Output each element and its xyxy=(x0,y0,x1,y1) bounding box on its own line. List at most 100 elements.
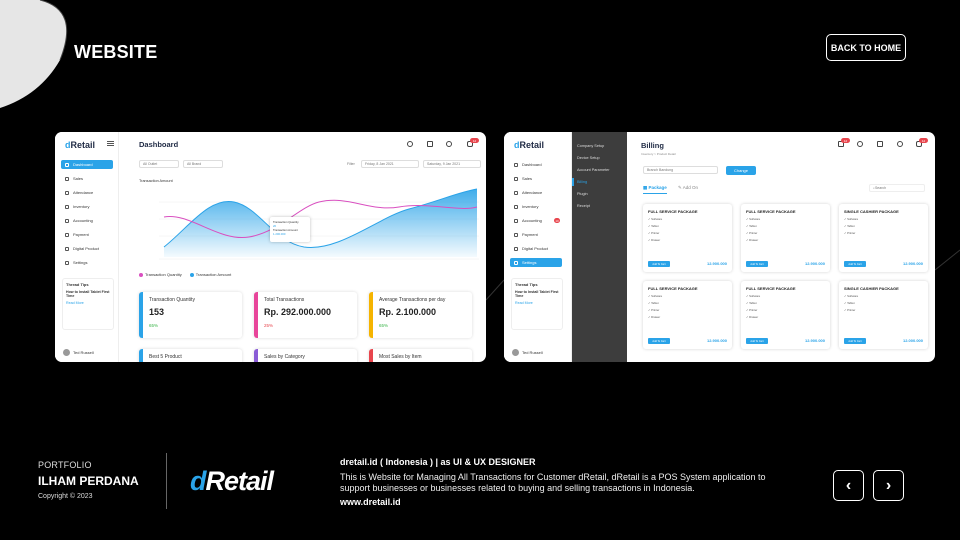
nav-inventory[interactable]: Inventory xyxy=(510,202,562,211)
project-url[interactable]: www.dretail.id xyxy=(340,497,401,507)
designer-name: ILHAM PERDANA xyxy=(38,474,139,488)
nav-attendance[interactable]: Attendance xyxy=(510,188,562,197)
date-to-select[interactable]: Saturday, 9 Jan 2021 xyxy=(423,160,481,168)
chevron-right-icon: › xyxy=(885,476,892,494)
add-to-cart-button[interactable]: Add To Cart xyxy=(844,261,866,267)
add-to-cart-button[interactable]: Add To Cart xyxy=(746,261,768,267)
notification-badge: 12 xyxy=(470,138,479,143)
nav-digital-product[interactable]: Digital Product xyxy=(510,244,562,253)
help-icon[interactable] xyxy=(897,141,903,147)
read-more-link[interactable]: Read More xyxy=(515,301,533,305)
add-to-cart-button[interactable]: Add To Cart xyxy=(648,338,670,344)
billing-title: Billing xyxy=(641,141,664,150)
project-headline: dretail.id ( Indonesia ) | as UI & UX DE… xyxy=(340,457,536,467)
nav-dashboard[interactable]: Dashboard xyxy=(510,160,562,169)
nav-settings[interactable]: Settings xyxy=(61,258,113,267)
brand-select[interactable]: All Brand xyxy=(183,160,223,168)
add-to-cart-button[interactable]: Add To Cart xyxy=(648,261,670,267)
nav-settings[interactable]: Settings xyxy=(510,258,562,267)
thread-tips-card: Thread Tips How to Install Tablet First … xyxy=(62,278,114,330)
previous-button[interactable]: ‹ xyxy=(833,470,864,501)
corner-line xyxy=(39,0,68,61)
filter-label: Filter xyxy=(347,162,355,166)
nav-accounting[interactable]: Accounting xyxy=(61,216,113,225)
nav-digital-product[interactable]: Digital Product xyxy=(61,244,113,253)
tab-underline xyxy=(643,193,667,194)
tab-add-on[interactable]: ✎ Add On xyxy=(678,185,699,190)
user-profile[interactable]: Ted Russell xyxy=(512,349,543,356)
subnav-billing[interactable]: Billing xyxy=(577,180,588,184)
nav-accounting[interactable]: Accounting xyxy=(510,216,562,225)
most-sales-card: Most Sales by Item xyxy=(369,349,472,362)
add-to-cart-button[interactable]: Add To Cart xyxy=(746,338,768,344)
package-card[interactable]: SINGLE CASHIER PACKAGE ✓ Software ✓ Table… xyxy=(839,204,928,272)
legend-quantity: Transaction Quantity xyxy=(139,272,182,277)
quantity-line xyxy=(163,199,478,239)
nav-sales[interactable]: Sales xyxy=(510,174,562,183)
nav-inventory[interactable]: Inventory xyxy=(61,202,113,211)
breadcrumb: Inventory > Product Detail xyxy=(641,152,676,156)
menu-icon[interactable] xyxy=(107,141,114,146)
portfolio-label: PORTFOLIO xyxy=(38,460,92,470)
inventory-icon xyxy=(65,204,69,209)
subnav-receipt[interactable]: Receipt xyxy=(577,204,590,208)
nav-sales[interactable]: Sales xyxy=(61,174,113,183)
attendance-icon xyxy=(65,190,69,195)
branch-select[interactable]: Branch Bandung xyxy=(643,166,718,174)
deco-line xyxy=(934,249,960,271)
nav-badge: 10 xyxy=(554,218,560,223)
tab-package[interactable]: ▦ Package xyxy=(643,185,667,190)
help-icon[interactable] xyxy=(446,141,452,147)
package-card[interactable]: SINGLE CASHIER PACKAGE ✓ Software ✓ Table… xyxy=(839,281,928,349)
subnav-plugin[interactable]: Plugin xyxy=(577,192,588,196)
avatar xyxy=(63,349,70,356)
read-more-link[interactable]: Read More xyxy=(66,301,84,305)
search-icon[interactable] xyxy=(857,141,863,147)
apps-icon[interactable] xyxy=(877,141,883,147)
dashboard-screenshot: dRetail Dashboard Sales Attendance Inven… xyxy=(55,132,486,362)
subnav-device-setup[interactable]: Device Setup xyxy=(577,156,600,160)
subnav-account-parameter[interactable]: Account Parameter xyxy=(577,168,610,172)
add-to-cart-button[interactable]: Add To Cart xyxy=(844,338,866,344)
nav-dashboard[interactable]: Dashboard xyxy=(61,160,113,169)
search-icon[interactable] xyxy=(407,141,413,147)
subnav-company-setup[interactable]: Company Setup xyxy=(577,144,605,148)
nav-attendance[interactable]: Attendance xyxy=(61,188,113,197)
settings-icon xyxy=(65,260,69,265)
accounting-icon xyxy=(65,218,69,223)
cart-badge: 12 xyxy=(841,138,850,143)
nav-payment[interactable]: Payment xyxy=(510,230,562,239)
user-profile[interactable]: Ted Russell xyxy=(63,349,94,356)
back-to-home-button[interactable]: BACK TO HOME xyxy=(826,34,906,61)
best-product-card: Best 5 Product xyxy=(139,349,242,362)
sales-category-card: Sales by Category xyxy=(254,349,357,362)
nav-payment[interactable]: Payment xyxy=(61,230,113,239)
stat-percent: 65% xyxy=(379,323,389,328)
dashboard-icon xyxy=(65,162,69,167)
package-card[interactable]: FULL SERVICE PACKAGE ✓ Software ✓ Tablet ✓… xyxy=(643,204,732,272)
dretail-logo: dRetail xyxy=(65,140,96,150)
next-button[interactable]: › xyxy=(873,470,904,501)
deco-line xyxy=(485,279,505,301)
package-card[interactable]: FULL SERVICE PACKAGE ✓ Software ✓ Tablet ✓… xyxy=(643,281,732,349)
outlet-select[interactable]: All Outlet xyxy=(139,160,179,168)
change-button[interactable]: Change xyxy=(726,166,756,175)
stat-card-quantity: Transaction Quantity 153 65% xyxy=(139,292,242,338)
billing-screenshot: dRetail Dashboard Sales Attendance Inven… xyxy=(504,132,935,362)
dretail-logo: dRetail xyxy=(514,140,545,150)
amount-area xyxy=(164,189,477,257)
apps-icon[interactable] xyxy=(427,141,433,147)
chart-tooltip: Transaction Quantity 20 Transaction Amou… xyxy=(270,217,310,242)
package-card[interactable]: FULL SERVICE PACKAGE ✓ Software ✓ Tablet ✓… xyxy=(741,204,830,272)
page-title: WEBSITE xyxy=(74,42,158,62)
sales-icon xyxy=(65,176,69,181)
legend-amount: Transaction Amount xyxy=(189,272,231,277)
date-from-select[interactable]: Friday, 8 Jan 2021 xyxy=(361,160,419,168)
package-card[interactable]: FULL SERVICE PACKAGE ✓ Software ✓ Tablet ✓… xyxy=(741,281,830,349)
notification-badge: 12 xyxy=(919,138,928,143)
active-marker xyxy=(572,178,574,186)
chart-legend: Transaction Quantity Transaction Amount xyxy=(139,272,231,277)
package-search-input[interactable]: ⌕ Search xyxy=(869,184,925,192)
chart-label: Transaction Amount xyxy=(139,179,173,183)
